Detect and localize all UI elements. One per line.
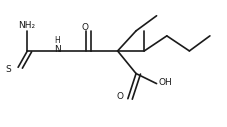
Text: N: N [54,45,60,54]
Text: S: S [5,65,11,74]
Text: NH₂: NH₂ [18,21,35,30]
Text: OH: OH [159,78,173,87]
Text: O: O [116,92,123,101]
Text: H: H [54,36,60,45]
Text: O: O [81,23,88,32]
